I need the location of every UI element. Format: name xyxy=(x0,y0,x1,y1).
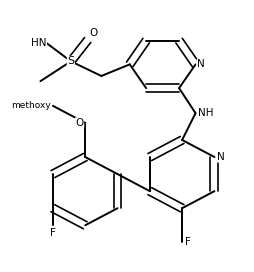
Text: N: N xyxy=(196,59,204,69)
Text: F: F xyxy=(50,228,56,238)
Text: F: F xyxy=(184,237,190,247)
Text: N: N xyxy=(216,152,224,162)
Text: methoxy: methoxy xyxy=(11,101,50,110)
Text: S: S xyxy=(67,56,74,66)
Text: O: O xyxy=(89,29,97,38)
Text: HN: HN xyxy=(31,38,46,48)
Text: O: O xyxy=(75,118,83,128)
Text: NH: NH xyxy=(197,108,213,118)
